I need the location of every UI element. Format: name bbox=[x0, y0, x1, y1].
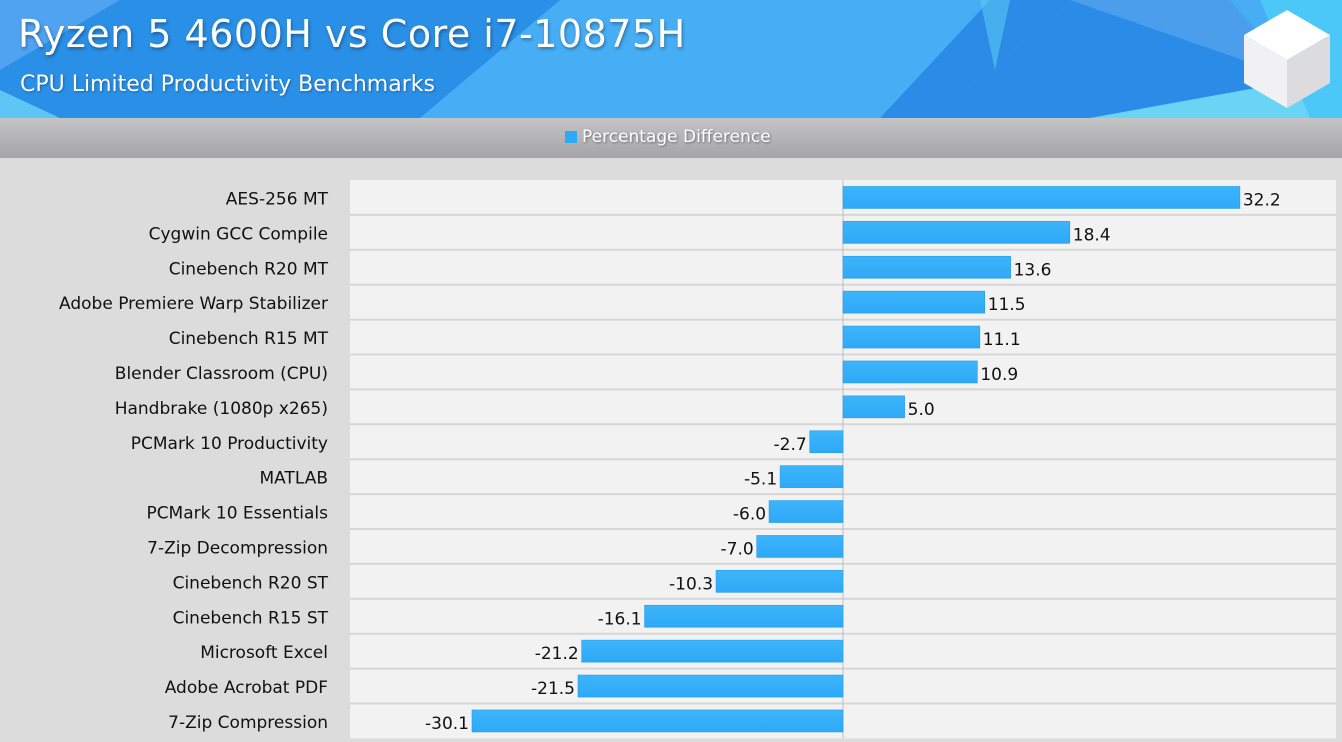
bar bbox=[577, 674, 844, 698]
bar bbox=[756, 535, 844, 558]
data-label: -2.7 bbox=[774, 435, 807, 455]
bar bbox=[842, 186, 1241, 209]
category-label: Adobe Premiere Warp Stabilizer bbox=[59, 294, 328, 314]
category-label: Handbrake (1080p x265) bbox=[115, 399, 328, 419]
chart-subtitle: CPU Limited Productivity Benchmarks bbox=[20, 72, 435, 97]
bar bbox=[715, 570, 844, 593]
data-label: 18.4 bbox=[1073, 225, 1111, 245]
data-label: 32.2 bbox=[1243, 190, 1281, 210]
data-label: 5.0 bbox=[908, 400, 935, 420]
legend-swatch bbox=[565, 131, 577, 143]
bar bbox=[842, 221, 1071, 244]
category-label: Blender Classroom (CPU) bbox=[115, 364, 328, 384]
data-label: -21.5 bbox=[531, 679, 575, 699]
category-label: Adobe Acrobat PDF bbox=[165, 678, 328, 698]
data-label: -5.1 bbox=[744, 470, 777, 490]
bar bbox=[768, 500, 844, 523]
data-label: -30.1 bbox=[425, 714, 469, 734]
legend-bar: Percentage Difference bbox=[0, 118, 1342, 158]
data-label: -21.2 bbox=[535, 644, 579, 664]
data-label: 11.1 bbox=[983, 330, 1021, 350]
legend: Percentage Difference bbox=[565, 127, 771, 147]
data-label: 11.5 bbox=[988, 295, 1026, 315]
bar bbox=[644, 604, 844, 628]
bar bbox=[842, 255, 1011, 279]
bar bbox=[471, 709, 844, 733]
category-label: 7-Zip Compression bbox=[168, 713, 328, 733]
chart-title: Ryzen 5 4600H vs Core i7-10875H bbox=[18, 12, 686, 56]
bar bbox=[842, 290, 986, 314]
category-label: Microsoft Excel bbox=[200, 643, 328, 663]
bar bbox=[581, 639, 844, 663]
category-label: Cinebench R15 ST bbox=[173, 608, 329, 628]
category-label: Cinebench R20 MT bbox=[169, 259, 329, 279]
legend-label: Percentage Difference bbox=[582, 127, 771, 147]
bar bbox=[779, 465, 844, 488]
cube-logo-icon bbox=[1244, 10, 1330, 108]
category-label: PCMark 10 Productivity bbox=[131, 434, 328, 454]
chart-header: Ryzen 5 4600H vs Core i7-10875H CPU Limi… bbox=[0, 0, 1342, 118]
category-label: Cinebench R15 MT bbox=[169, 329, 329, 349]
bar bbox=[809, 430, 844, 454]
data-label: -10.3 bbox=[669, 574, 713, 594]
data-label: -6.0 bbox=[733, 505, 766, 525]
category-label: PCMark 10 Essentials bbox=[146, 504, 328, 524]
data-label: -7.0 bbox=[721, 539, 754, 559]
bar bbox=[842, 395, 905, 419]
category-label: AES-256 MT bbox=[226, 189, 329, 209]
header-background bbox=[0, 0, 1342, 118]
data-label: 10.9 bbox=[980, 365, 1018, 385]
data-label: 13.6 bbox=[1014, 260, 1052, 280]
bar bbox=[842, 360, 978, 384]
category-label: Cygwin GCC Compile bbox=[149, 224, 328, 244]
category-label: MATLAB bbox=[259, 469, 328, 489]
bar bbox=[842, 325, 981, 349]
category-label: Cinebench R20 ST bbox=[173, 573, 329, 593]
bar-chart: AES-256 MT 32.2 Cygwin GCC Compile 18.4 Cine… bbox=[59, 180, 1336, 739]
data-label: -16.1 bbox=[598, 609, 642, 629]
category-label: 7-Zip Decompression bbox=[147, 538, 328, 558]
